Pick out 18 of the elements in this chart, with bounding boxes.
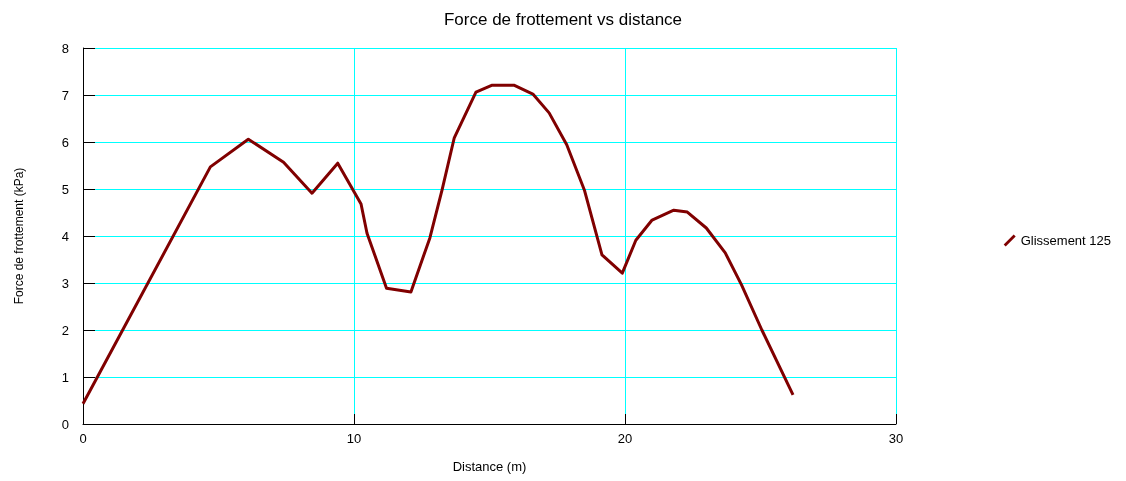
y-tick-label: 0 bbox=[61, 416, 69, 432]
x-tick-label: 10 bbox=[346, 431, 362, 446]
y-tick-label: 7 bbox=[61, 87, 69, 103]
y-tick-label: 1 bbox=[61, 369, 69, 385]
y-tick-label: 3 bbox=[61, 275, 69, 291]
y-tick-label: 6 bbox=[61, 134, 69, 150]
y-tick-label: 8 bbox=[61, 40, 69, 56]
y-tick-label: 2 bbox=[61, 322, 69, 338]
y-tick-label: 5 bbox=[61, 181, 69, 197]
y-tick-label: 4 bbox=[61, 228, 69, 244]
x-tick-label: 30 bbox=[888, 431, 904, 446]
x-tick-label: 20 bbox=[617, 431, 633, 446]
x-tick-label: 0 bbox=[79, 431, 87, 446]
legend-label: Glissement 125 bbox=[1020, 233, 1112, 248]
line-series bbox=[81, 83, 795, 406]
chart-title: Force de frottement vs distance bbox=[443, 10, 683, 29]
x-axis-title: Distance (m) bbox=[452, 459, 527, 474]
y-axis-title: Force de frottement (kPa) bbox=[12, 167, 26, 305]
